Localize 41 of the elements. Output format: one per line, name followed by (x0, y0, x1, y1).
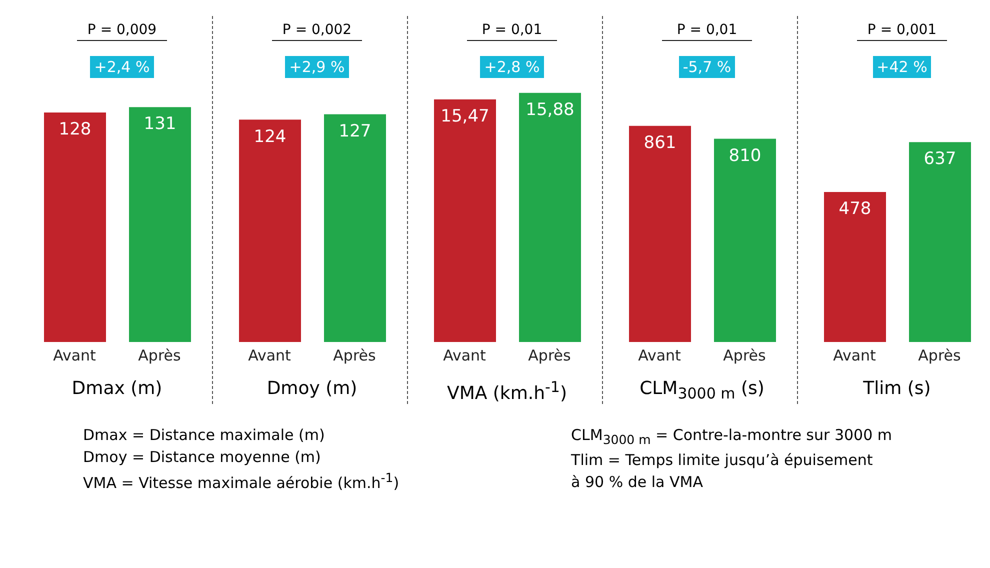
text: -5,7 % (678, 56, 736, 78)
text: +2,4 % (90, 56, 154, 78)
x-axis-title: Dmax (m) (70, 378, 164, 399)
text: P = 0,002 (272, 22, 362, 41)
text: CLM$_{3000 m}$ = Contre-la-montre sur 3000 m (571, 426, 892, 447)
data-label: 15,88 (526, 100, 574, 120)
text: P = 0,009 (77, 22, 167, 41)
x-tick-label: Après (528, 346, 572, 365)
x-axis-title: Tlim (s) (862, 378, 932, 399)
x-axis-title: VMA (km.h$^{-1}$) (446, 378, 568, 404)
x-tick-label: Après (723, 346, 766, 365)
text: VMA = Vitesse maximale aérobie (km.h$^{-1}$) (83, 470, 400, 492)
x-tick-label: Avant (833, 346, 876, 365)
data-label: 127 (338, 121, 372, 142)
text: à 90 % de la VMA (571, 473, 704, 491)
x-tick-label: Après (918, 346, 962, 365)
text: +2,9 % (285, 56, 349, 78)
data-label: 810 (728, 146, 762, 166)
data-label: 15,47 (440, 106, 490, 126)
data-label: 128 (58, 120, 92, 140)
text: P = 0,01 (467, 22, 557, 41)
x-tick-label: Après (138, 346, 182, 365)
text: Dmax = Distance maximale (m) (83, 426, 326, 444)
text: +42 % (872, 56, 932, 78)
x-axis-title: Dmoy (m) (266, 378, 358, 399)
x-tick-label: Avant (443, 346, 486, 365)
x-tick-label: Après (333, 346, 376, 365)
text: P = 0,001 (857, 22, 947, 41)
x-tick-label: Avant (638, 346, 682, 365)
data-label: 637 (924, 149, 956, 170)
text: Dmoy = Distance moyenne (m) (83, 448, 322, 466)
x-tick-label: Avant (53, 346, 96, 365)
data-label: 861 (644, 132, 676, 153)
text: Tlim = Temps limite jusqu’à épuisement (571, 451, 874, 469)
text: P = 0,01 (662, 22, 752, 41)
text: +2,8 % (480, 56, 544, 78)
data-label: 478 (838, 199, 872, 220)
data-label: 124 (254, 126, 286, 147)
x-tick-label: Avant (248, 346, 292, 365)
x-axis-title: CLM$_{3000 m}$ (s) (638, 378, 766, 403)
data-label: 131 (144, 114, 176, 134)
